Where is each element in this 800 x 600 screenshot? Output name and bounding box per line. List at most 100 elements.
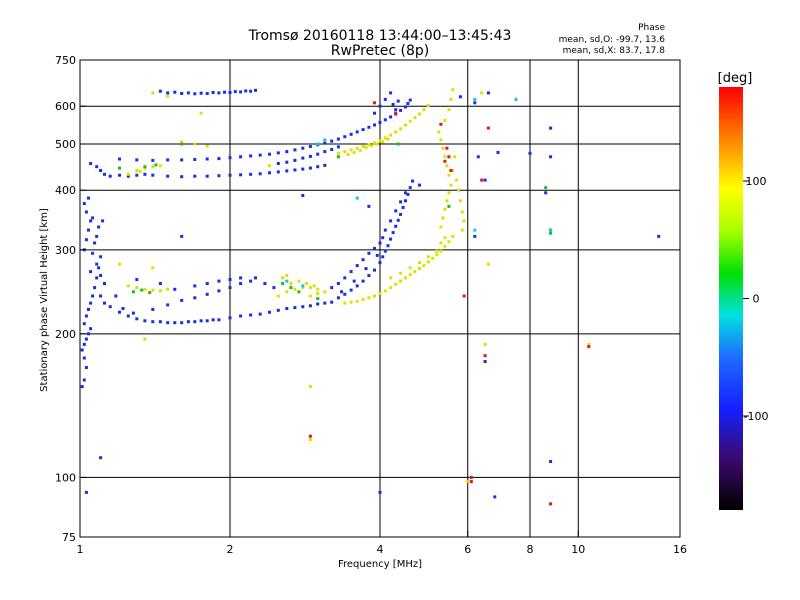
- data-point-red-15: [480, 178, 484, 182]
- data-point-O-210: [186, 91, 190, 95]
- data-point-X-102: [135, 286, 139, 290]
- data-point-X-12: [404, 123, 407, 127]
- data-point-O-94: [367, 274, 371, 277]
- data-point-O-245: [496, 151, 500, 154]
- data-point-O-66: [114, 294, 118, 298]
- data-point-O-90: [343, 292, 347, 296]
- data-point-O-171: [293, 148, 297, 152]
- data-point-red-3: [449, 169, 453, 172]
- data-point-X-48: [451, 169, 455, 172]
- data-point-X-1: [343, 150, 347, 154]
- data-point-O-182: [367, 125, 371, 129]
- data-point-O-87: [263, 282, 267, 285]
- data-point-O-164: [228, 156, 232, 160]
- data-point-X-67: [431, 256, 435, 260]
- data-point-O-246: [528, 151, 532, 155]
- data-point-X-5: [367, 143, 371, 147]
- data-point-O-239: [657, 234, 661, 238]
- data-point-O-125: [389, 219, 393, 223]
- data-point-O-222: [391, 103, 395, 106]
- data-point-O-216: [254, 88, 257, 92]
- data-point-O-13: [84, 210, 88, 214]
- data-point-red-14: [483, 354, 487, 358]
- data-point-X-120: [486, 262, 490, 266]
- data-point-X-50: [343, 301, 347, 305]
- data-point-green-7: [143, 165, 147, 169]
- data-point-X-108: [118, 262, 121, 266]
- data-point-O-236: [493, 495, 497, 499]
- data-point-X-23: [375, 142, 379, 146]
- data-point-green-3: [289, 286, 293, 290]
- data-point-O-224: [396, 99, 400, 103]
- data-point-X-40: [449, 97, 453, 101]
- data-point-O-28: [95, 262, 99, 266]
- axis-layer: 1 2 4 6 8 10 16 75 100 200 300 400 500 600 750: [55, 54, 687, 556]
- data-point-O-159: [166, 158, 170, 162]
- data-point-X-69: [439, 249, 443, 253]
- data-point-O-160: [180, 158, 184, 162]
- data-point-O-156: [118, 157, 121, 161]
- data-point-X-75: [408, 266, 412, 270]
- data-point-green-0: [131, 290, 135, 294]
- data-point-O-84: [158, 282, 162, 285]
- data-point-O-49: [258, 312, 262, 316]
- data-point-O-235: [378, 490, 382, 494]
- data-point-O-226: [367, 204, 371, 208]
- data-point-O-232: [549, 155, 553, 159]
- data-point-O-240: [473, 101, 477, 105]
- data-point-O-147: [258, 172, 262, 176]
- data-point-O-135: [126, 174, 130, 178]
- data-point-X-74: [399, 271, 403, 275]
- data-point-X-123: [308, 438, 312, 442]
- data-point-red-8: [469, 475, 473, 479]
- data-point-X-46: [462, 219, 466, 223]
- data-point-X-63: [413, 270, 417, 274]
- data-point-O-67: [121, 307, 125, 310]
- data-point-O-149: [276, 170, 280, 174]
- data-point-X-92: [281, 276, 285, 280]
- data-point-O-23: [84, 337, 88, 341]
- data-point-O-188: [399, 108, 403, 112]
- data-point-O-157: [135, 158, 139, 162]
- data-point-O-169: [276, 151, 280, 155]
- data-point-O-103: [396, 218, 400, 222]
- data-point-X-22: [370, 144, 374, 148]
- data-point-O-179: [349, 132, 353, 136]
- data-point-O-140: [180, 175, 184, 179]
- data-point-O-137: [143, 172, 147, 176]
- data-point-X-104: [151, 288, 155, 292]
- data-point-O-241: [486, 91, 490, 95]
- data-point-O-221: [389, 91, 393, 95]
- data-point-O-38: [126, 314, 130, 318]
- data-point-O-92: [355, 284, 359, 288]
- x-tick-label-3: 6: [464, 543, 471, 556]
- data-point-green-2: [148, 291, 152, 295]
- data-point-O-116: [367, 251, 371, 255]
- data-point-X-18: [346, 153, 350, 157]
- data-point-X-99: [158, 164, 162, 168]
- data-point-O-219: [378, 104, 382, 108]
- x-tick-label-5: 10: [571, 543, 585, 556]
- data-point-X-62: [408, 273, 412, 277]
- data-point-O-225: [301, 194, 305, 197]
- data-point-green-13: [447, 204, 451, 208]
- data-point-cyan-4: [473, 97, 477, 101]
- data-point-green-10: [180, 142, 184, 146]
- y-tick-label-1: 100: [55, 471, 76, 484]
- data-point-red-10: [587, 345, 591, 349]
- data-point-O-229: [473, 234, 477, 238]
- data-point-X-39: [447, 108, 451, 112]
- data-point-O-70: [166, 303, 170, 307]
- data-point-O-88: [272, 286, 276, 290]
- data-point-O-175: [323, 141, 327, 145]
- data-point-X-76: [418, 261, 421, 265]
- data-point-X-59: [394, 282, 398, 286]
- data-point-O-180: [355, 130, 359, 134]
- data-point-O-96: [378, 261, 382, 265]
- data-point-X-58: [389, 286, 393, 290]
- data-point-O-121: [352, 279, 356, 283]
- data-point-O-10: [84, 238, 88, 242]
- data-point-O-59: [143, 319, 147, 323]
- data-point-O-167: [258, 153, 262, 157]
- data-point-X-43: [457, 188, 460, 192]
